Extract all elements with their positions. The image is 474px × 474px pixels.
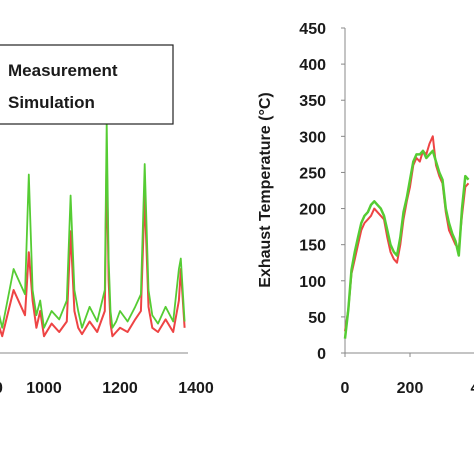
left-x-tick: 1000 bbox=[26, 380, 62, 397]
right-y-tick-label: 0 bbox=[317, 346, 326, 363]
left-x-tick: 0 bbox=[0, 380, 3, 397]
right-y-tick-label: 450 bbox=[299, 21, 326, 38]
left-x-tick: 1200 bbox=[102, 380, 138, 397]
right-chart: 0 50 100 150 200 250 300 350 400 450 0 200 4 Exhaus… bbox=[257, 21, 474, 397]
left-x-ticks: 0 1000 1200 1400 bbox=[0, 380, 214, 397]
left-x-tick: 1400 bbox=[178, 380, 214, 397]
right-y-tick-label: 50 bbox=[308, 310, 326, 327]
right-y-tick-label: 100 bbox=[299, 274, 326, 291]
right-series-line-simulation bbox=[343, 149, 470, 339]
right-series-line-measurement bbox=[344, 135, 470, 332]
left-chart: 0 1000 1200 1400 Measurement Simulation bbox=[0, 44, 214, 397]
right-y-tick-label: 150 bbox=[299, 238, 326, 255]
right-y-tick-label: 250 bbox=[299, 165, 326, 182]
right-x-tick-label: 200 bbox=[397, 380, 424, 397]
legend: Measurement Simulation bbox=[0, 44, 174, 125]
left-series-line-measurement bbox=[0, 152, 186, 338]
right-y-ticks: 0 50 100 150 200 250 300 350 400 450 bbox=[299, 21, 345, 363]
legend-measurement-label: Measurement bbox=[8, 61, 118, 80]
right-y-tick-label: 300 bbox=[299, 129, 326, 146]
legend-box bbox=[0, 44, 174, 125]
right-y-tick-label: 200 bbox=[299, 202, 326, 219]
right-x-tick-label: 0 bbox=[341, 380, 350, 397]
right-x-ticks: 0 200 4 bbox=[341, 353, 474, 397]
right-series-group bbox=[343, 135, 470, 339]
legend-simulation-label: Simulation bbox=[8, 93, 95, 112]
right-y-axis-label: Exhaust Temperature (°C) bbox=[257, 92, 274, 287]
right-y-tick-label: 400 bbox=[299, 57, 326, 74]
left-series-line-simulation bbox=[0, 121, 186, 329]
right-x-tick-label: 4 bbox=[471, 380, 474, 397]
right-y-tick-label: 350 bbox=[299, 93, 326, 110]
left-series-group bbox=[0, 121, 186, 338]
